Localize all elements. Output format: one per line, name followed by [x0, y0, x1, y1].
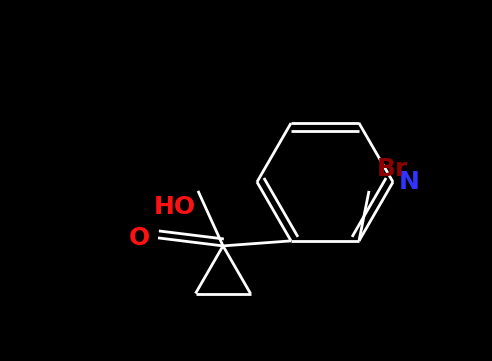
Text: O: O: [129, 226, 150, 250]
Text: N: N: [399, 170, 420, 194]
Text: HO: HO: [154, 195, 196, 219]
Text: Br: Br: [377, 157, 408, 181]
